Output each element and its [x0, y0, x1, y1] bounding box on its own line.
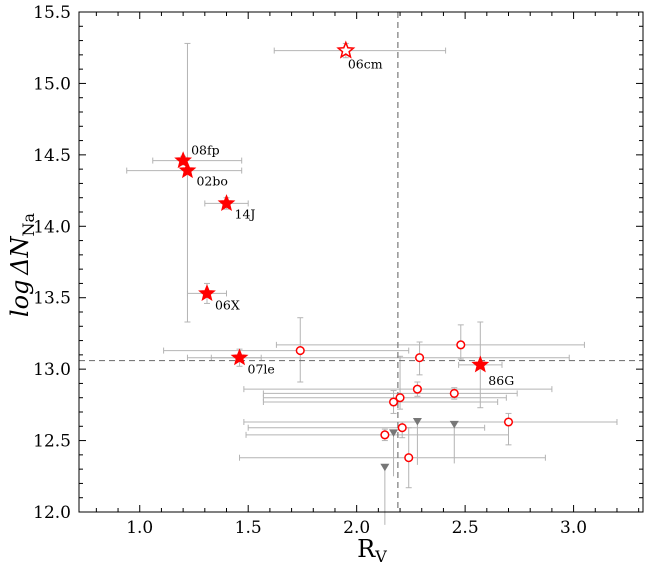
- upper-limit-2-marker: [449, 420, 459, 429]
- open-circle-8-marker: [397, 423, 407, 433]
- open-circle-5-marker: [412, 384, 422, 394]
- y-tick-label-4: 14.0: [33, 217, 71, 237]
- upper-limit-3-marker: [380, 463, 390, 472]
- sn-86G-label: 86G: [488, 373, 514, 388]
- sn-86G-marker: [471, 355, 490, 373]
- sn-06cm-label: 06cm: [348, 57, 383, 72]
- y-axis-title: log ΔNNa: [6, 212, 38, 317]
- y-tick-label-2: 13.0: [33, 360, 71, 380]
- open-circle-6-marker: [449, 388, 459, 398]
- sn-08fp-label: 08fp: [191, 143, 220, 158]
- open-circle-1-errorbars: [186, 341, 570, 376]
- x-tick-label-1: 1.5: [235, 518, 262, 538]
- open-circle-10-marker: [404, 453, 414, 463]
- open-circle-9-marker: [380, 430, 390, 440]
- x-tick-label-2: 2.0: [343, 518, 370, 538]
- sn-14J-label: 14J: [235, 206, 256, 221]
- y-tick-label-6: 15.0: [33, 74, 71, 94]
- annotation-layer: 08fp 02bo 14J 06X 07le 86G 06cm: [191, 57, 514, 388]
- sn-06cm-marker: [336, 40, 356, 59]
- plot-frame: [78, 11, 644, 513]
- x-tick-label-0: 1.0: [126, 518, 153, 538]
- y-tick-label-3: 13.5: [33, 289, 71, 309]
- open-circle-7-errorbars: [243, 412, 618, 446]
- open-circle-7-marker: [503, 417, 514, 427]
- sn-02bo-marker: [178, 161, 197, 179]
- sn-14J-marker: [217, 194, 236, 211]
- x-axis-title: RV: [357, 535, 387, 566]
- y-tick-label-1: 12.5: [33, 432, 71, 452]
- y-tick-label-7: 15.5: [33, 3, 71, 23]
- marker-layer: [174, 40, 514, 472]
- open-circle-4-marker: [388, 397, 399, 407]
- open-circle-5-errorbars: [243, 381, 553, 397]
- sn-06cm-errorbars: [273, 42, 447, 59]
- open-circle-2-errorbars: [275, 324, 585, 360]
- sn-06X-label: 06X: [215, 297, 240, 312]
- sn-02bo-label: 02bo: [196, 174, 227, 189]
- x-tick-label-4: 3.0: [560, 518, 587, 538]
- x-tick-label-3: 2.5: [452, 518, 479, 538]
- upper-limit-0-marker: [389, 429, 399, 437]
- open-circle-0-marker: [295, 346, 305, 356]
- sn-07le-marker: [230, 348, 249, 366]
- reference-lines: [79, 12, 643, 512]
- open-circle-1-marker: [415, 353, 425, 363]
- sn-07le-label: 07le: [248, 362, 275, 377]
- y-tick-label-0: 12.0: [33, 503, 71, 523]
- sn-08fp-marker: [174, 151, 193, 169]
- upper-limit-1-marker: [412, 418, 422, 426]
- open-circle-4-errorbars: [262, 390, 499, 414]
- errorbar-layer: [126, 42, 618, 525]
- open-circle-3-marker: [395, 393, 405, 403]
- y-tick-label-5: 14.5: [33, 146, 71, 166]
- open-circle-0-errorbars: [163, 317, 410, 383]
- sn-06X-marker: [198, 284, 216, 301]
- axes: 1.0 1.5 2.0 2.5 3.0 12.0 12.5 13.0 13.5 14.0 14.5 1…: [33, 3, 644, 538]
- open-circle-9-errorbars: [245, 428, 510, 442]
- open-circle-10-errorbars: [239, 427, 546, 489]
- open-circle-2-marker: [456, 340, 466, 350]
